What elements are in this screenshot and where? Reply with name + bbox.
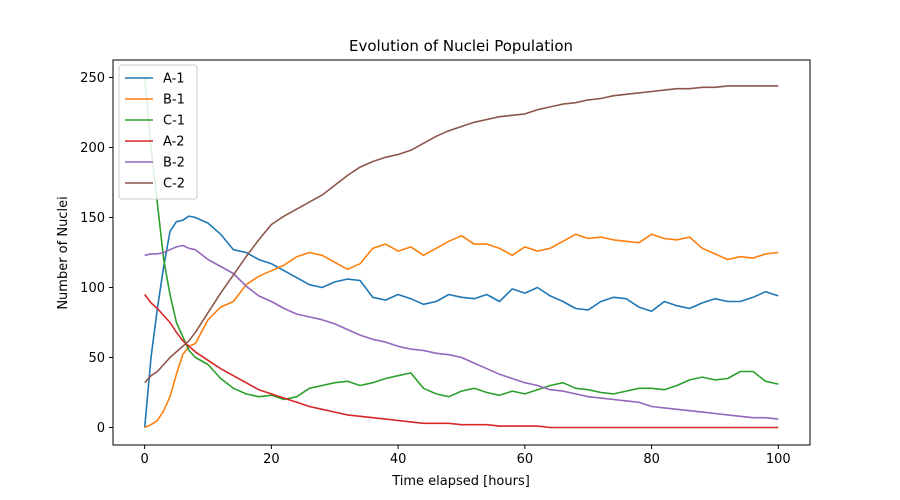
legend-label-c-1: C-1 <box>163 114 185 129</box>
series-line-b-2 <box>144 244 779 420</box>
y-tick-label: 200 <box>80 141 105 156</box>
series-line-c-1 <box>143 77 779 401</box>
legend-label-b-2: B-2 <box>163 156 185 171</box>
series-line-a-1 <box>143 215 779 428</box>
y-tick-label: 100 <box>80 281 105 296</box>
y-tick-label: 150 <box>80 211 105 226</box>
legend-label-a-2: A-2 <box>163 135 185 150</box>
legend-label-a-1: A-1 <box>163 72 185 87</box>
x-tick-label: 60 <box>517 452 534 467</box>
x-axis-title: Time elapsed [hours] <box>391 474 530 489</box>
legend-label-b-1: B-1 <box>163 93 185 108</box>
legend: A-1 B-1 C-1 A-2 B-2 C-2 <box>118 64 198 200</box>
x-tick-label: 40 <box>390 452 407 467</box>
legend-box <box>118 64 198 200</box>
legend-label-c-2: C-2 <box>163 177 185 192</box>
x-tick-label: 0 <box>141 452 149 467</box>
y-axis-title: Number of Nuclei <box>56 196 71 309</box>
series-line-c-2 <box>144 85 779 384</box>
y-tick-label: 0 <box>97 421 105 436</box>
axes: 0 20 40 60 80 100 0 50 100 150 200 250 <box>80 59 811 467</box>
y-tick-label: 50 <box>88 351 105 366</box>
plot-frame <box>112 59 811 446</box>
series-line-b-1 <box>144 233 779 429</box>
y-tick-label: 250 <box>80 71 105 86</box>
x-tick-label: 20 <box>263 452 280 467</box>
x-tick-label: 100 <box>766 452 791 467</box>
x-tick-label: 80 <box>643 452 660 467</box>
plot-area <box>143 77 779 429</box>
chart-title: Evolution of Nuclei Population <box>349 37 573 55</box>
series-line-a-2 <box>144 294 779 429</box>
